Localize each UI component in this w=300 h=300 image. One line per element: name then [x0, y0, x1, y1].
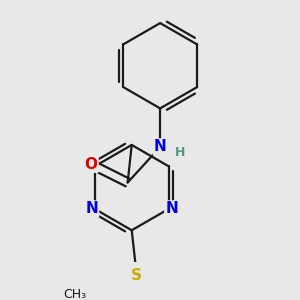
Text: N: N	[85, 201, 98, 216]
Text: N: N	[154, 140, 167, 154]
Text: CH₃: CH₃	[63, 288, 86, 300]
Text: H: H	[175, 146, 186, 159]
Text: N: N	[165, 201, 178, 216]
Text: S: S	[131, 268, 142, 284]
Text: O: O	[85, 157, 98, 172]
